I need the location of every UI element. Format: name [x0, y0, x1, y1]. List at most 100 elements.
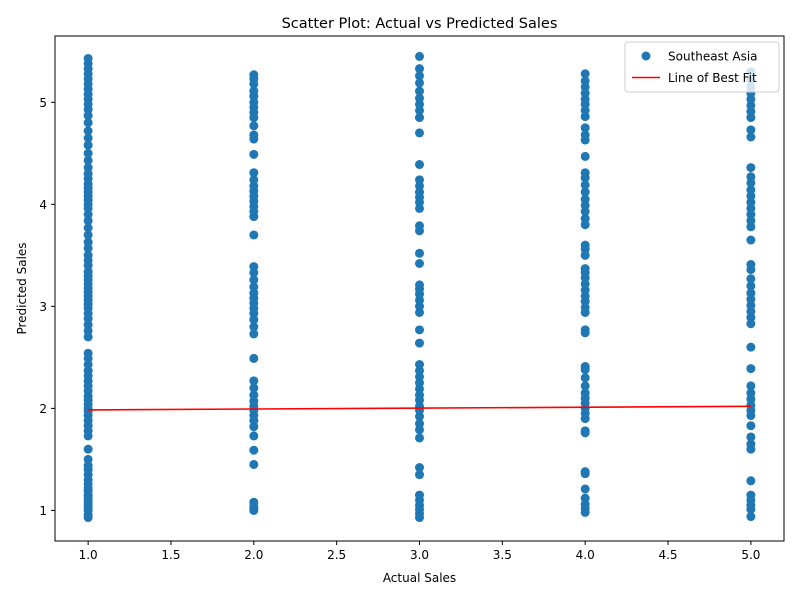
scatter-point [415, 221, 424, 231]
scatter-point [249, 275, 259, 285]
scatter-point [249, 445, 259, 455]
x-tick-label: 4.5 [658, 548, 677, 562]
scatter-point [249, 262, 259, 272]
scatter-point [415, 78, 424, 88]
scatter-point [580, 325, 590, 335]
scatter-point [415, 175, 424, 185]
points-layer [83, 51, 756, 523]
scatter-point [580, 194, 590, 204]
legend-label-line: Line of Best Fit [668, 71, 757, 85]
scatter-point [415, 64, 424, 74]
y-tick-label: 5 [39, 96, 47, 110]
x-axis-label: Actual Sales [383, 571, 456, 585]
chart-title: Scatter Plot: Actual vs Predicted Sales [282, 16, 558, 32]
scatter-point [249, 329, 259, 339]
scatter-point [415, 463, 424, 473]
scatter-point [415, 470, 424, 480]
scatter-point [83, 223, 93, 233]
scatter-point [746, 432, 756, 442]
scatter-point [249, 168, 259, 178]
scatter-point [746, 274, 756, 284]
scatter-point [249, 230, 259, 240]
scatter-point [746, 185, 756, 195]
legend-label-scatter: Southeast Asia [668, 50, 758, 64]
scatter-point [415, 86, 424, 96]
scatter-point [415, 93, 424, 103]
scatter-point [415, 338, 424, 348]
scatter-point [415, 259, 424, 269]
scatter-point [580, 151, 590, 161]
scatter-point [746, 490, 756, 500]
scatter-point [415, 433, 424, 443]
y-tick-label: 1 [39, 504, 47, 518]
scatter-point [746, 476, 756, 486]
scatter-point [580, 484, 590, 494]
scatter-point [249, 322, 259, 332]
legend: Southeast Asia Line of Best Fit [624, 41, 780, 93]
scatter-point [83, 126, 93, 136]
scatter-point [746, 132, 756, 142]
x-tick-label: 4.0 [576, 548, 595, 562]
scatter-point [580, 373, 590, 383]
y-tick-label: 4 [39, 198, 47, 212]
scatter-point [415, 128, 424, 138]
scatter-point [249, 70, 259, 80]
scatter-point [415, 51, 424, 61]
line-layer [88, 405, 751, 411]
scatter-point [415, 113, 424, 123]
y-tick-label: 2 [39, 402, 47, 416]
scatter-point [746, 125, 756, 135]
scatter-point [249, 149, 259, 159]
scatter-point [249, 130, 259, 140]
scatter-point [746, 288, 756, 298]
scatter-point [746, 342, 756, 352]
scatter-point [580, 180, 590, 190]
scatter-point [746, 381, 756, 391]
scatter-point [415, 490, 424, 500]
scatter-point [83, 444, 93, 454]
scatter-point [580, 187, 590, 197]
best-fit-line [88, 405, 751, 411]
scatter-point [249, 86, 259, 96]
scatter-point [746, 163, 756, 173]
x-tick-label: 3.0 [410, 548, 429, 562]
y-axis: 1 2 3 4 5 [39, 96, 55, 518]
x-tick-label: 2.5 [327, 548, 346, 562]
scatter-point [580, 362, 590, 372]
scatter-point [83, 454, 93, 464]
scatter-point [746, 172, 756, 182]
scatter-point [580, 214, 590, 224]
scatter-point [249, 376, 259, 386]
scatter-point [415, 160, 424, 170]
scatter-point [580, 130, 590, 140]
scatter-point [746, 364, 756, 374]
scatter-point [746, 281, 756, 291]
scatter-point [83, 140, 93, 150]
scatter-point [580, 240, 590, 250]
y-axis-label: Predicted Sales [15, 242, 29, 334]
scatter-point [249, 121, 259, 131]
x-tick-label: 1.0 [79, 548, 98, 562]
scatter-point [83, 53, 93, 63]
scatter-point [249, 431, 259, 441]
scatter-point [249, 175, 259, 185]
scatter-point [580, 388, 590, 398]
scatter-point [746, 388, 756, 398]
scatter-point [580, 493, 590, 503]
scatter-point [83, 148, 93, 158]
scatter-point [415, 360, 424, 370]
scatter-point [580, 426, 590, 436]
scatter-point [580, 467, 590, 477]
scatter-point [249, 497, 259, 507]
scatter-point [83, 133, 93, 143]
scatter-point [580, 123, 590, 133]
scatter-point [83, 163, 93, 173]
x-tick-label: 5.0 [741, 548, 760, 562]
scatter-point [83, 230, 93, 240]
scatter-point [415, 325, 424, 335]
scatter-point [746, 439, 756, 449]
scatter-point [746, 512, 756, 522]
scatter-point [415, 248, 424, 258]
